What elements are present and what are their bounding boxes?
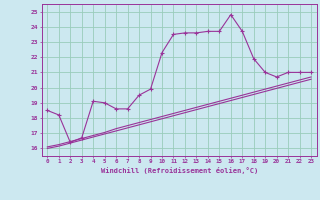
X-axis label: Windchill (Refroidissement éolien,°C): Windchill (Refroidissement éolien,°C) [100, 167, 258, 174]
